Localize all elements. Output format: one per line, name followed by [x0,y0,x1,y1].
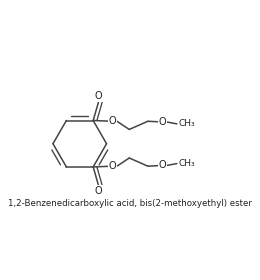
Text: O: O [159,160,167,171]
Text: CH₃: CH₃ [179,119,195,128]
Text: O: O [159,117,167,127]
Text: O: O [109,161,116,171]
Text: O: O [95,186,102,196]
Text: CH₃: CH₃ [179,159,195,168]
Text: 1,2-Benzenedicarboxylic acid, bis(2-methoxyethyl) ester: 1,2-Benzenedicarboxylic acid, bis(2-meth… [8,199,252,208]
Text: O: O [95,91,102,101]
Text: O: O [109,116,116,126]
